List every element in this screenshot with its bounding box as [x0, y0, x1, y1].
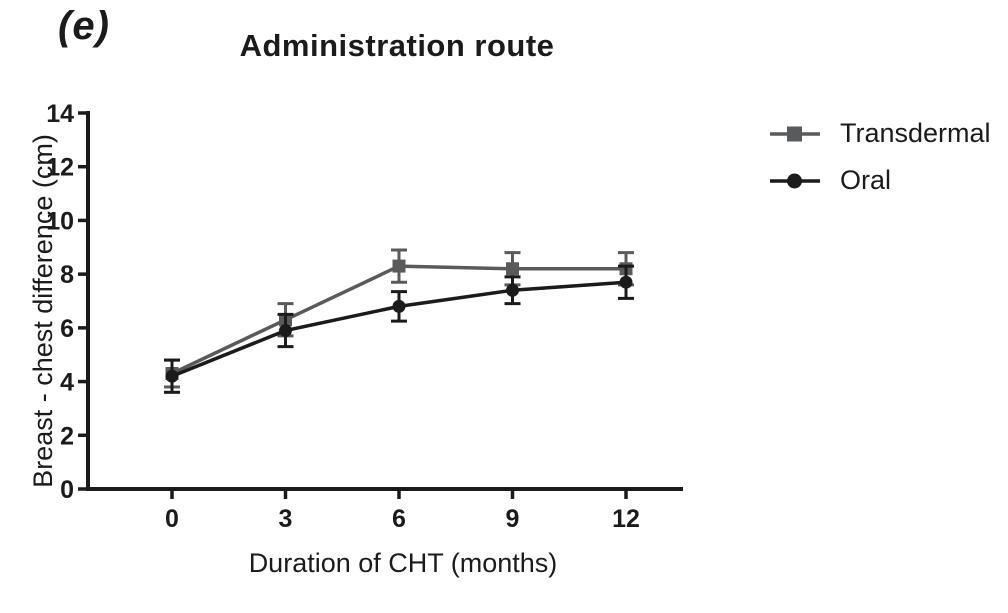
data-point-circle [619, 275, 633, 289]
data-point-circle [505, 283, 519, 297]
legend-label: Oral [840, 165, 892, 195]
y-tick-label: 2 [60, 422, 74, 450]
y-axis-title: Breast - chest difference (cm) [28, 134, 58, 488]
y-tick-label: 6 [60, 315, 74, 343]
y-tick-label: 14 [46, 100, 74, 128]
y-tick-label: 0 [60, 476, 74, 504]
data-point-circle [278, 324, 292, 338]
x-tick-label: 3 [279, 505, 293, 533]
x-tick-label: 12 [612, 505, 640, 533]
legend-square-marker-icon [770, 126, 820, 141]
x-axis-title: Duration of CHT (months) [248, 548, 558, 578]
y-tick-label: 4 [60, 369, 74, 397]
y-tick-label: 12 [46, 154, 74, 182]
y-tick-label: 10 [46, 207, 74, 235]
panel-label: (e) [58, 4, 110, 48]
chart-title: Administration route [239, 28, 555, 63]
legend-entry: Transdermal [770, 110, 991, 157]
legend-label: Transdermal [840, 118, 991, 148]
x-tick-label: 9 [506, 505, 520, 533]
legend-entry: Oral [770, 157, 991, 204]
data-point-circle [392, 299, 406, 313]
data-point-square [392, 259, 406, 273]
y-tick-label: 8 [60, 261, 74, 289]
legend-circle-marker-icon [770, 173, 820, 188]
x-tick-label: 6 [392, 505, 406, 533]
x-tick-label: 0 [165, 505, 179, 533]
data-point-square [505, 262, 519, 276]
data-point-circle [165, 369, 179, 383]
legend: Transdermal Oral [770, 110, 991, 204]
